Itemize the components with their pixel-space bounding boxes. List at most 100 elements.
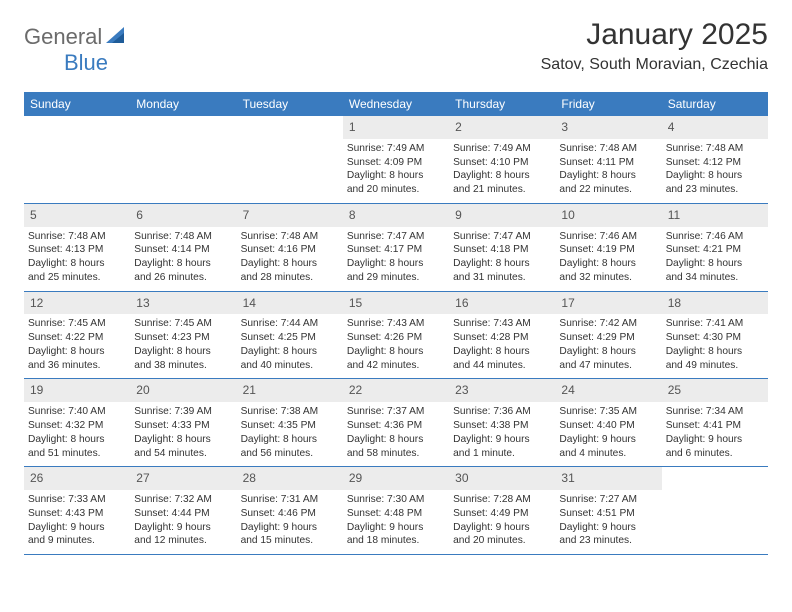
day-cell: 19Sunrise: 7:40 AMSunset: 4:32 PMDayligh… [24, 379, 130, 466]
calendar-page: General January 2025 Satov, South Moravi… [0, 0, 792, 555]
daylight-line1: Daylight: 8 hours [559, 257, 657, 271]
day-number: 15 [349, 296, 362, 310]
day-number: 7 [243, 208, 250, 222]
day-number-bar: 6 [130, 204, 236, 227]
day-number: 29 [349, 471, 362, 485]
daylight-line2: and 54 minutes. [134, 447, 232, 461]
day-number: 16 [455, 296, 468, 310]
day-cell: 23Sunrise: 7:36 AMSunset: 4:38 PMDayligh… [449, 379, 555, 466]
daylight-line2: and 12 minutes. [134, 534, 232, 548]
day-number: 8 [349, 208, 356, 222]
daylight-line1: Daylight: 8 hours [347, 169, 445, 183]
sunrise-text: Sunrise: 7:48 AM [241, 230, 339, 244]
daylight-line1: Daylight: 8 hours [241, 345, 339, 359]
day-number-bar: 24 [555, 379, 661, 402]
day-number: 5 [30, 208, 37, 222]
sunrise-text: Sunrise: 7:40 AM [28, 405, 126, 419]
day-number: 25 [668, 383, 681, 397]
brand-logo-word2-wrap: Blue [24, 44, 108, 76]
day-number-bar: 7 [237, 204, 343, 227]
week-row: 5Sunrise: 7:48 AMSunset: 4:13 PMDaylight… [24, 204, 768, 292]
day-number: 6 [136, 208, 143, 222]
daylight-line1: Daylight: 8 hours [134, 257, 232, 271]
sunset-text: Sunset: 4:51 PM [559, 507, 657, 521]
sunrise-text: Sunrise: 7:48 AM [559, 142, 657, 156]
daylight-line2: and 20 minutes. [347, 183, 445, 197]
day-cell: 29Sunrise: 7:30 AMSunset: 4:48 PMDayligh… [343, 467, 449, 554]
day-number-bar: 28 [237, 467, 343, 490]
week-row: 1Sunrise: 7:49 AMSunset: 4:09 PMDaylight… [24, 116, 768, 204]
sunset-text: Sunset: 4:12 PM [666, 156, 764, 170]
day-number-bar: 19 [24, 379, 130, 402]
day-cell: 21Sunrise: 7:38 AMSunset: 4:35 PMDayligh… [237, 379, 343, 466]
day-cell: 3Sunrise: 7:48 AMSunset: 4:11 PMDaylight… [555, 116, 661, 203]
day-number-bar: 5 [24, 204, 130, 227]
month-title: January 2025 [541, 18, 768, 52]
calendar-grid: SundayMondayTuesdayWednesdayThursdayFrid… [24, 92, 768, 555]
sunset-text: Sunset: 4:44 PM [134, 507, 232, 521]
sunset-text: Sunset: 4:22 PM [28, 331, 126, 345]
day-number: 23 [455, 383, 468, 397]
daylight-line1: Daylight: 8 hours [241, 257, 339, 271]
day-cell: 5Sunrise: 7:48 AMSunset: 4:13 PMDaylight… [24, 204, 130, 291]
day-number-bar: 3 [555, 116, 661, 139]
day-number: 30 [455, 471, 468, 485]
daylight-line1: Daylight: 9 hours [28, 521, 126, 535]
sunset-text: Sunset: 4:43 PM [28, 507, 126, 521]
day-number: 11 [668, 208, 680, 222]
daylight-line2: and 28 minutes. [241, 271, 339, 285]
day-number-bar: 9 [449, 204, 555, 227]
sunset-text: Sunset: 4:30 PM [666, 331, 764, 345]
sunrise-text: Sunrise: 7:46 AM [559, 230, 657, 244]
sunset-text: Sunset: 4:21 PM [666, 243, 764, 257]
day-number-bar: 18 [662, 292, 768, 315]
daylight-line1: Daylight: 9 hours [559, 521, 657, 535]
day-number: 31 [561, 471, 574, 485]
daylight-line1: Daylight: 9 hours [347, 521, 445, 535]
day-cell: 20Sunrise: 7:39 AMSunset: 4:33 PMDayligh… [130, 379, 236, 466]
daylight-line1: Daylight: 8 hours [28, 433, 126, 447]
day-number: 17 [561, 296, 574, 310]
daylight-line1: Daylight: 9 hours [134, 521, 232, 535]
daylight-line2: and 44 minutes. [453, 359, 551, 373]
daylight-line2: and 51 minutes. [28, 447, 126, 461]
daylight-line2: and 23 minutes. [559, 534, 657, 548]
day-cell [24, 116, 130, 203]
day-cell: 24Sunrise: 7:35 AMSunset: 4:40 PMDayligh… [555, 379, 661, 466]
sunrise-text: Sunrise: 7:47 AM [453, 230, 551, 244]
day-number: 28 [243, 471, 256, 485]
sunrise-text: Sunrise: 7:48 AM [28, 230, 126, 244]
sunrise-text: Sunrise: 7:28 AM [453, 493, 551, 507]
daylight-line2: and 18 minutes. [347, 534, 445, 548]
sunset-text: Sunset: 4:26 PM [347, 331, 445, 345]
day-cell: 18Sunrise: 7:41 AMSunset: 4:30 PMDayligh… [662, 292, 768, 379]
day-number-bar: 26 [24, 467, 130, 490]
day-number-bar: 20 [130, 379, 236, 402]
day-number-bar: 13 [130, 292, 236, 315]
day-number-bar: 1 [343, 116, 449, 139]
daylight-line2: and 23 minutes. [666, 183, 764, 197]
day-number: 26 [30, 471, 43, 485]
daylight-line2: and 49 minutes. [666, 359, 764, 373]
sunrise-text: Sunrise: 7:48 AM [134, 230, 232, 244]
daylight-line1: Daylight: 8 hours [347, 345, 445, 359]
sunset-text: Sunset: 4:46 PM [241, 507, 339, 521]
day-number-bar: 8 [343, 204, 449, 227]
logo-word-2: Blue [64, 50, 108, 76]
sunrise-text: Sunrise: 7:43 AM [347, 317, 445, 331]
daylight-line2: and 40 minutes. [241, 359, 339, 373]
day-cell: 2Sunrise: 7:49 AMSunset: 4:10 PMDaylight… [449, 116, 555, 203]
sunset-text: Sunset: 4:18 PM [453, 243, 551, 257]
day-number: 2 [455, 120, 462, 134]
title-block: January 2025 Satov, South Moravian, Czec… [541, 18, 768, 74]
day-number-bar: 15 [343, 292, 449, 315]
sunset-text: Sunset: 4:40 PM [559, 419, 657, 433]
daylight-line2: and 25 minutes. [28, 271, 126, 285]
sunrise-text: Sunrise: 7:45 AM [28, 317, 126, 331]
day-number: 13 [136, 296, 149, 310]
day-number: 21 [243, 383, 256, 397]
day-number-bar: 16 [449, 292, 555, 315]
daylight-line1: Daylight: 8 hours [559, 169, 657, 183]
day-number: 12 [30, 296, 43, 310]
day-cell: 4Sunrise: 7:48 AMSunset: 4:12 PMDaylight… [662, 116, 768, 203]
